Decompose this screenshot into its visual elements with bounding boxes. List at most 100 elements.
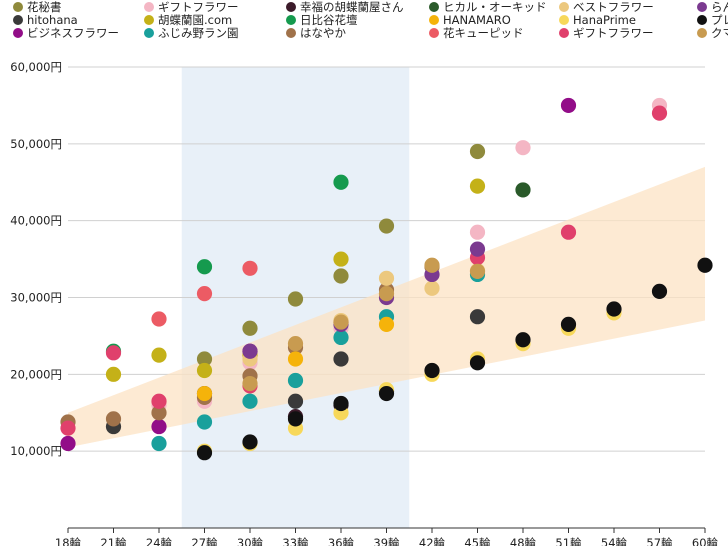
data-point [196, 385, 213, 402]
data-point [287, 291, 304, 307]
x-tick-label: 18輪 [55, 536, 82, 546]
x-tick-label: 27輪 [191, 536, 218, 546]
data-point [60, 420, 76, 436]
axis-layer: 10,000円 20,000円 30,000円 40,000円 50,000円 60,00… [10, 60, 718, 546]
data-point [333, 329, 349, 346]
data-point [105, 366, 122, 382]
x-tick-label: 21輪 [100, 536, 127, 546]
data-point [651, 105, 668, 121]
y-tick-label: 50,000円 [10, 137, 62, 151]
data-point [60, 435, 76, 452]
legend-marker [286, 2, 296, 12]
data-point [333, 351, 349, 367]
data-point [469, 263, 486, 279]
legend-label: ヒカル・オーキッド [443, 0, 547, 14]
data-points-layer [60, 97, 713, 461]
x-tick-label: 57輪 [646, 536, 673, 546]
x-tick-label: 48輪 [510, 536, 537, 546]
data-point [242, 343, 258, 359]
x-tick-label: 54輪 [601, 536, 628, 546]
legend-marker [144, 15, 154, 25]
x-tick-label: 30輪 [237, 536, 264, 546]
legend-item: プレミアガーデン [697, 13, 728, 27]
trend-band [68, 166, 705, 448]
legend-marker [429, 2, 439, 12]
legend-item: クマサキ洋ラン農園 [697, 26, 728, 40]
data-point [697, 257, 713, 273]
data-point [196, 445, 213, 461]
legend-item: ふじみ野ラン園 [144, 26, 239, 40]
legend-item: はなやか [286, 26, 346, 40]
x-tick-label: 42輪 [419, 536, 446, 546]
data-point [105, 411, 122, 427]
legend-item: らんや [697, 0, 728, 14]
data-point [242, 393, 258, 409]
legend-item: ヒカル・オーキッド [429, 0, 547, 14]
data-point [242, 320, 258, 336]
legend-marker [144, 2, 154, 12]
legend-marker [13, 2, 23, 12]
x-tick-label: 24輪 [146, 536, 173, 546]
data-point [333, 268, 349, 284]
legend-marker [697, 15, 707, 25]
x-tick-label: 33輪 [282, 536, 309, 546]
data-point [105, 345, 122, 361]
data-point [287, 351, 304, 367]
data-point [424, 280, 440, 296]
data-point [469, 309, 486, 325]
legend-item: ベストフラワー [559, 0, 654, 14]
data-point [560, 316, 577, 332]
data-point [196, 286, 213, 302]
data-point [333, 174, 349, 190]
data-point [469, 224, 486, 240]
legend-marker [559, 15, 569, 25]
legend-item: ギフトフラワー [144, 0, 239, 14]
legend-label: らんや [711, 0, 728, 14]
data-point [469, 143, 486, 160]
data-point [469, 355, 486, 371]
x-tick-label: 39輪 [373, 536, 400, 546]
legend-marker [697, 2, 707, 12]
data-point [378, 286, 395, 302]
data-point [196, 351, 213, 367]
legend-item: HanaPrime [559, 13, 636, 27]
legend-item: 花キューピッド [429, 26, 524, 40]
legend-item: 日比谷花壇 [286, 13, 358, 27]
legend-item: ビジネスフラワー [13, 26, 119, 40]
legend-label: 幸福の胡蝶蘭屋さん [300, 0, 404, 14]
x-tick-label: 36輪 [328, 536, 355, 546]
legend-item: 幸福の胡蝶蘭屋さん [286, 0, 404, 14]
data-point [242, 375, 258, 392]
data-point [424, 257, 440, 273]
data-point [378, 316, 395, 332]
y-tick-label: 20,000円 [10, 367, 62, 381]
y-tick-label: 30,000円 [10, 291, 62, 305]
data-point [242, 260, 258, 276]
data-point [242, 434, 258, 450]
data-point [151, 393, 167, 409]
legend-label: ギフトフラワー [158, 0, 239, 14]
data-point [560, 97, 577, 114]
legend-label: ふじみ野ラン園 [158, 26, 239, 40]
x-tick-label: 60輪 [692, 536, 719, 546]
data-point [515, 140, 531, 156]
legend-label: はなやか [300, 26, 346, 40]
legend-item: HANAMARO [429, 13, 511, 27]
legend-marker [429, 15, 439, 25]
legend-label: hitohana [27, 13, 78, 27]
legend-label: 花キューピッド [443, 26, 524, 40]
legend-label: 花秘書 [27, 0, 62, 14]
legend-marker [286, 28, 296, 38]
legend-label: クマサキ洋ラン農園 [711, 26, 728, 40]
data-point [151, 435, 167, 452]
data-point [333, 251, 349, 267]
y-tick-label: 60,000円 [10, 60, 62, 74]
data-point [560, 224, 577, 240]
legend-label: HanaPrime [573, 13, 636, 27]
data-point [196, 362, 213, 379]
data-point [151, 311, 167, 327]
y-tick-label: 10,000円 [10, 444, 62, 458]
data-point [151, 418, 167, 435]
legend: 花秘書hitohanaビジネスフラワーギフトフラワー胡蝶蘭園.comふじみ野ラン… [13, 0, 728, 40]
